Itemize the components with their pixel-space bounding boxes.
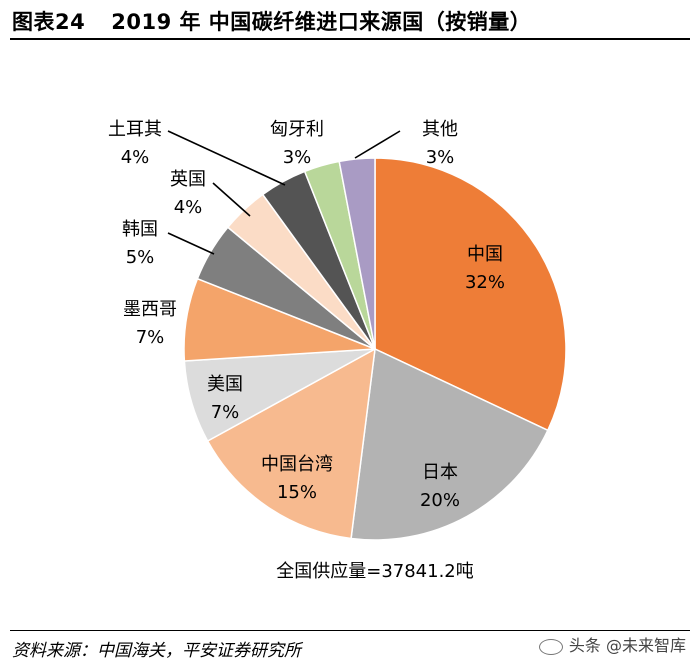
slice-value-6: 4% bbox=[174, 197, 203, 218]
watermark-icon bbox=[538, 638, 563, 655]
pie-slice-0 bbox=[374, 157, 567, 432]
watermark-text: 头条 @未来智库 bbox=[568, 636, 686, 655]
slice-label-1: 日本 bbox=[422, 462, 458, 483]
slice-label-2: 中国台湾 bbox=[261, 454, 333, 475]
slice-label-5: 韩国 bbox=[122, 219, 158, 240]
slice-value-9: 3% bbox=[426, 147, 455, 168]
slice-value-0: 32% bbox=[465, 272, 505, 293]
slice-value-1: 20% bbox=[420, 490, 460, 511]
slice-label-7: 土耳其 bbox=[108, 119, 162, 140]
chart-title: 图表24 2019 年 中国碳纤维进口来源国（按销量） bbox=[12, 6, 531, 36]
total-annotation: 全国供应量=37841.2吨 bbox=[276, 561, 474, 582]
leader-line-9 bbox=[354, 130, 401, 159]
pie-slice-1 bbox=[350, 347, 549, 541]
slice-label-4: 墨西哥 bbox=[123, 299, 177, 320]
slice-value-3: 7% bbox=[211, 402, 240, 423]
bottom-rule bbox=[10, 630, 690, 631]
slice-label-3: 美国 bbox=[207, 374, 243, 395]
pie-slice-2 bbox=[206, 347, 376, 540]
top-rule bbox=[10, 38, 690, 40]
slice-value-4: 7% bbox=[136, 327, 165, 348]
slice-value-2: 15% bbox=[277, 482, 317, 503]
slice-label-9: 其他 bbox=[422, 119, 458, 140]
slice-label-0: 中国 bbox=[467, 244, 503, 265]
watermark: 头条 @未来智库 bbox=[538, 632, 686, 656]
slice-value-5: 5% bbox=[126, 247, 155, 268]
slice-value-8: 3% bbox=[283, 147, 312, 168]
figure-title: 2019 年 中国碳纤维进口来源国（按销量） bbox=[111, 10, 532, 34]
source-note: 资料来源：中国海关，平安证券研究所 bbox=[12, 641, 301, 661]
slice-label-6: 英国 bbox=[170, 169, 206, 190]
leader-line-7 bbox=[167, 130, 286, 186]
slice-label-8: 匈牙利 bbox=[270, 119, 324, 140]
leader-line-5 bbox=[167, 232, 215, 255]
leader-line-6 bbox=[212, 182, 251, 217]
figure-number: 图表24 bbox=[12, 10, 86, 34]
pie-slice-9 bbox=[338, 157, 376, 350]
slice-value-7: 4% bbox=[121, 147, 150, 168]
